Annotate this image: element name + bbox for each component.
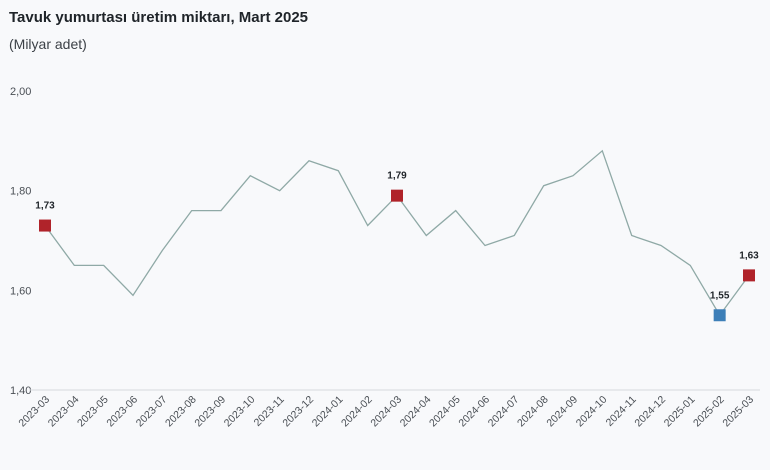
x-tick-label: 2024-01 xyxy=(310,394,346,430)
data-label: 1,55 xyxy=(710,290,730,301)
x-tick-label: 2024-04 xyxy=(398,394,434,430)
x-tick-label: 2023-06 xyxy=(104,394,140,430)
data-label: 1,63 xyxy=(739,250,759,261)
x-tick-label: 2023-09 xyxy=(192,394,228,430)
x-tick-label: 2023-03 xyxy=(16,394,52,430)
y-axis: 1,40 1,60 1,80 2,00 xyxy=(10,86,31,397)
x-tick-label: 2025-01 xyxy=(662,394,698,430)
highlight-marker xyxy=(39,219,51,232)
x-tick-label: 2024-08 xyxy=(515,394,551,430)
x-tick-label: 2023-07 xyxy=(134,394,170,430)
data-label: 1,73 xyxy=(35,201,55,212)
x-tick-label: 2024-03 xyxy=(368,394,404,430)
highlight-markers: 1,73 1,79 1,55 1,63 xyxy=(35,171,759,322)
y-tick-label: 1,80 xyxy=(10,186,31,198)
x-tick-label: 2024-09 xyxy=(544,394,580,430)
minimum-marker xyxy=(713,309,726,322)
y-tick-label: 1,40 xyxy=(10,385,31,397)
x-tick-label: 2023-04 xyxy=(46,394,82,430)
x-tick-label: 2024-02 xyxy=(339,394,375,430)
x-tick-label: 2023-12 xyxy=(280,394,316,430)
x-tick-label: 2024-11 xyxy=(604,394,639,429)
y-tick-label: 1,60 xyxy=(10,285,31,297)
x-tick-label: 2024-12 xyxy=(632,394,668,430)
x-tick-label: 2025-02 xyxy=(691,394,727,430)
y-tick-label: 2,00 xyxy=(10,86,31,98)
highlight-marker xyxy=(391,189,403,202)
x-tick-label: 2025-03 xyxy=(720,394,756,430)
data-label: 1,79 xyxy=(387,171,407,182)
x-tick-label: 2024-06 xyxy=(456,394,492,430)
chart-title: Tavuk yumurtası üretim miktarı, Mart 202… xyxy=(9,9,309,26)
x-tick-label: 2024-07 xyxy=(486,394,522,430)
x-tick-label: 2023-05 xyxy=(75,394,111,430)
chart-subtitle: (Milyar adet) xyxy=(9,36,87,52)
x-tick-label: 2024-10 xyxy=(574,394,610,430)
x-tick-label: 2023-08 xyxy=(163,394,199,430)
x-tick-label: 2024-05 xyxy=(427,394,463,430)
highlight-marker xyxy=(743,269,755,282)
x-tick-label: 2023-10 xyxy=(222,394,258,430)
x-axis: 2023-032023-042023-052023-062023-072023-… xyxy=(16,394,756,430)
x-tick-label: 2023-11 xyxy=(252,394,287,429)
